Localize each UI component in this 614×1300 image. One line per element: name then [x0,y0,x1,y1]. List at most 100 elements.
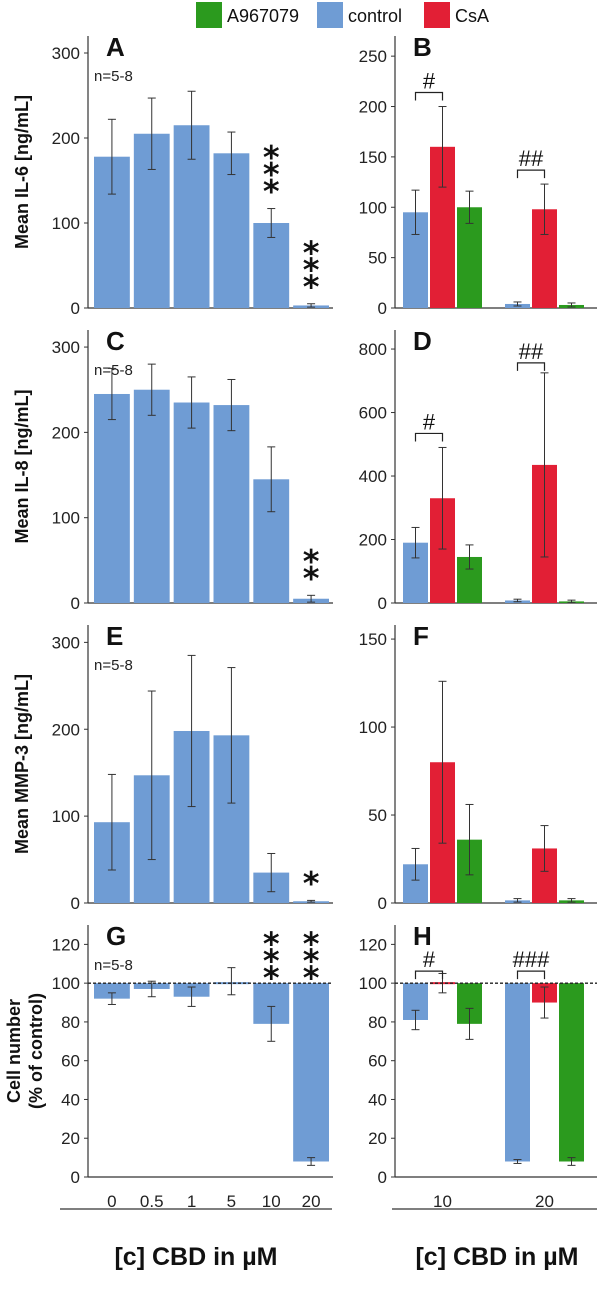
y-tick-label: 0 [378,1168,387,1187]
significance-hash: # [423,69,436,94]
significance-stars: *** [263,925,280,997]
significance-hash: ## [519,146,544,171]
panel-letter: C [106,326,125,356]
significance-hash: # [423,947,436,972]
y-tick-label: 0 [71,1168,80,1187]
bar-control [213,153,250,308]
footer: [c] CBD in µM [c] CBD in µM [60,1208,597,1271]
n-label: n=5-8 [94,362,133,379]
legend-swatch-csa [424,2,450,28]
bar-control [94,983,130,999]
legend-label-control: control [348,6,402,26]
panel-letter: H [413,921,432,951]
x-tick-label: 20 [302,1192,321,1211]
significance-bracket [414,970,444,980]
x-tick-label: 1 [187,1192,196,1211]
x-tick-label: 5 [227,1192,236,1211]
y-tick-label: 150 [359,148,387,167]
panel-letter: D [413,326,432,356]
legend-label-csa: CsA [455,6,489,26]
x-tick-label: 0.5 [140,1192,164,1211]
bar-control [505,983,530,1162]
significance-stars: ** [303,542,320,597]
panel-letter: E [106,621,123,651]
y-axis-label: Mean MMP-3 [ng/mL] [12,674,32,854]
x-title-right: [c] CBD in µM [415,1243,578,1271]
x-tick-label: 10 [433,1192,452,1211]
y-tick-label: 80 [61,1013,80,1032]
y-axis-label: Mean IL-8 [ng/mL] [12,390,32,544]
significance-hash: # [423,409,436,434]
significance-stars: *** [303,234,320,306]
x-tick-label: 20 [535,1192,554,1211]
y-tick-label: 400 [359,467,387,486]
y-tick-label: 50 [368,806,387,825]
y-tick-label: 100 [359,974,387,993]
y-tick-label: 300 [52,633,80,652]
legend-swatch-control [317,2,343,28]
panel-a: 0 100 200 300 An=5-8 Mean IL-6 [ng/mL] *** *** [12,32,333,318]
n-label: n=5-8 [94,957,133,974]
y-tick-label: 100 [52,974,80,993]
x-tick-label: 10 [262,1192,281,1211]
significance-bracket [516,362,546,371]
y-tick-label: 100 [52,214,80,233]
y-axis-label: Cell number (% of control) [4,993,46,1109]
y-tick-label: 60 [368,1052,387,1071]
n-label: n=5-8 [94,68,133,85]
y-tick-label: 50 [368,249,387,268]
y-tick-label: 40 [61,1090,80,1109]
y-tick-label: 120 [359,935,387,954]
significance-stars: *** [263,139,280,211]
significance-hash: ### [513,947,550,972]
y-tick-label: 100 [52,807,80,826]
y-tick-label: 800 [359,340,387,359]
significance-stars: * [303,864,320,902]
y-tick-label: 20 [61,1129,80,1148]
panel-letter: A [106,32,125,62]
y-tick-label: 0 [378,299,387,318]
bar-control [173,402,210,603]
y-tick-label: 80 [368,1013,387,1032]
significance-bracket [516,970,546,980]
y-tick-label: 60 [61,1052,80,1071]
y-tick-label: 120 [52,935,80,954]
x-tick-label: 0 [107,1192,116,1211]
bar-a967079 [559,983,584,1162]
bar-control [133,389,170,603]
bar-control [293,983,329,1162]
y-tick-label: 300 [52,44,80,63]
panel-f: 0 50 100 150 F [359,621,597,913]
panel-e: 0 100 200 300 En=5-8 Mean MMP-3 [ng/mL] * [12,621,333,913]
significance-bracket [414,91,444,101]
legend-swatch-a967079 [196,2,222,28]
panel-letter: F [413,621,429,651]
y-tick-label: 150 [359,630,387,649]
y-tick-label: 20 [368,1129,387,1148]
panel-letter: B [413,32,432,62]
significance-bracket [414,432,444,442]
y-tick-label: 200 [359,531,387,550]
n-label: n=5-8 [94,657,133,674]
y-tick-label: 200 [52,423,80,442]
x-title-left: [c] CBD in µM [114,1243,277,1271]
y-tick-label: 200 [359,98,387,117]
bar-control [94,393,130,603]
bar-control [213,405,250,603]
y-tick-label: 250 [359,47,387,66]
y-tick-label: 200 [52,129,80,148]
y-tick-label: 0 [378,594,387,613]
y-axis-label: Mean IL-6 [ng/mL] [12,95,32,249]
y-tick-label: 40 [368,1090,387,1109]
significance-stars: *** [303,925,320,997]
y-tick-label: 300 [52,338,80,357]
y-tick-label: 200 [52,720,80,739]
significance-hash: ## [519,339,544,364]
y-tick-label: 0 [378,894,387,913]
